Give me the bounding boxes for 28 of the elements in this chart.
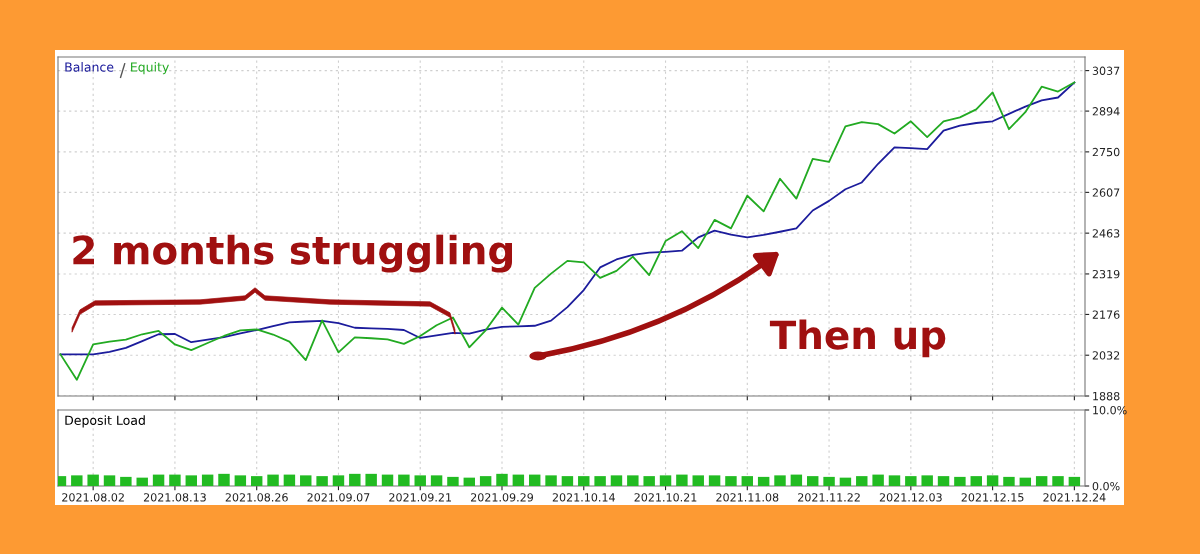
x-tick-label: 2021.10.21 xyxy=(634,493,697,502)
y-tick-label: 0.0% xyxy=(1092,481,1120,491)
x-tick-label: 2021.11.22 xyxy=(798,493,860,502)
y-tick-label: 2319 xyxy=(1092,269,1120,279)
y-tick-label: 2607 xyxy=(1092,188,1120,197)
chart-title: Deposit Load xyxy=(65,415,145,428)
x-tick-label: 2021.09.21 xyxy=(389,493,452,502)
x-tick-label: 2021.11.08 xyxy=(716,493,779,502)
y-tick-label: 2894 xyxy=(1092,107,1120,116)
x-tick-label: 2021.10.14 xyxy=(552,493,615,502)
annotation: Then up xyxy=(769,319,946,358)
text: Equity xyxy=(131,62,169,75)
y-tick-label: 2463 xyxy=(1092,229,1120,238)
y-tick-label: 2750 xyxy=(1092,147,1120,157)
y-tick-label: 3037 xyxy=(1092,66,1120,75)
annotation: 2 months struggling xyxy=(73,234,512,273)
x-tick-label: 2021.12.03 xyxy=(879,493,942,502)
x-tick-label: 2021.09.07 xyxy=(307,493,370,502)
x-tick-label: 2021.12.24 xyxy=(1043,493,1106,502)
x-tick-label: 2021.08.13 xyxy=(143,493,206,502)
x-tick-label: 2021.08.26 xyxy=(225,493,288,502)
text: Balance xyxy=(65,62,114,72)
y-tick-label: 2032 xyxy=(1092,351,1120,360)
y-tick-label: 1888 xyxy=(1093,391,1120,401)
x-tick-label: 2021.12.15 xyxy=(961,493,1024,502)
x-tick-label: 2021.09.29 xyxy=(471,493,534,502)
y-tick-label: 2176 xyxy=(1092,310,1120,319)
x-tick-label: 2021.08.02 xyxy=(62,493,124,502)
